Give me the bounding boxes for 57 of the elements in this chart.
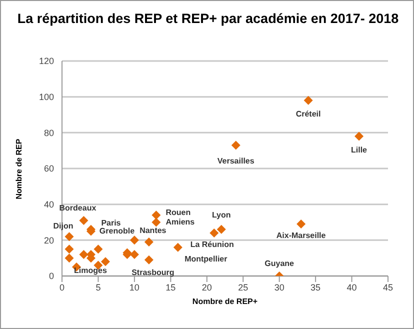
data-label: La Réunion <box>190 240 234 250</box>
point <box>144 237 154 246</box>
data-label: Lille <box>351 145 368 154</box>
data-label: Guyane <box>264 259 295 268</box>
point <box>64 244 74 254</box>
point <box>79 216 88 225</box>
x-tick-label: 45 <box>382 282 394 292</box>
point <box>130 236 139 245</box>
y-tick-label: 120 <box>38 56 54 66</box>
data-label: Aix-Marseille <box>276 231 326 240</box>
x-tick-label: 25 <box>238 282 248 292</box>
data-label: Versailles <box>217 156 255 166</box>
x-axis-title: Nombre de REP+ <box>191 297 259 306</box>
y-tick-label: 80 <box>44 128 54 138</box>
data-label: Strasbourg <box>132 268 174 277</box>
y-axis-title: Nombre de REP <box>14 138 24 200</box>
x-tick-label: 40 <box>346 282 357 292</box>
point <box>144 255 154 264</box>
point <box>64 254 74 263</box>
x-tick-label: 10 <box>129 282 140 292</box>
point <box>216 224 226 234</box>
point <box>152 218 161 227</box>
point <box>173 242 182 252</box>
point <box>100 257 110 266</box>
point <box>296 220 306 229</box>
y-tick-label: 60 <box>44 164 54 174</box>
point <box>304 96 313 105</box>
point <box>354 132 364 141</box>
y-tick-label: 100 <box>38 92 54 102</box>
data-label: Rouen <box>166 208 191 218</box>
chart-title: La répartition des REP et REP+ par académie en 2017- 2018 <box>16 11 400 26</box>
x-tick-label: 0 <box>59 282 65 292</box>
y-tick-label: 20 <box>44 235 54 246</box>
point <box>79 250 88 259</box>
point <box>152 210 161 220</box>
x-tick-label: 15 <box>166 282 176 292</box>
x-tick-label: 35 <box>310 282 321 292</box>
data-label: Paris <box>101 218 122 228</box>
data-label: Créteil <box>296 110 321 119</box>
data-label: Bordeaux <box>59 204 97 213</box>
data-label: Amiens <box>166 217 196 226</box>
data-label: Grenoble <box>99 226 136 236</box>
data-label: Limoges <box>74 266 108 276</box>
point <box>231 140 240 150</box>
data-label: Nantes <box>140 226 167 236</box>
x-tick-label: 20 <box>202 282 212 292</box>
data-label: Lyon <box>212 210 231 220</box>
y-tick-label: 40 <box>44 200 54 210</box>
point <box>130 250 139 259</box>
data-label: Montpellier <box>184 254 228 264</box>
point <box>94 244 103 254</box>
point <box>64 232 74 242</box>
y-tick-label: 0 <box>48 271 54 282</box>
point <box>210 228 219 238</box>
x-tick-label: 30 <box>274 282 284 292</box>
x-tick-label: 5 <box>96 282 101 292</box>
data-label: Dijon <box>53 222 74 231</box>
